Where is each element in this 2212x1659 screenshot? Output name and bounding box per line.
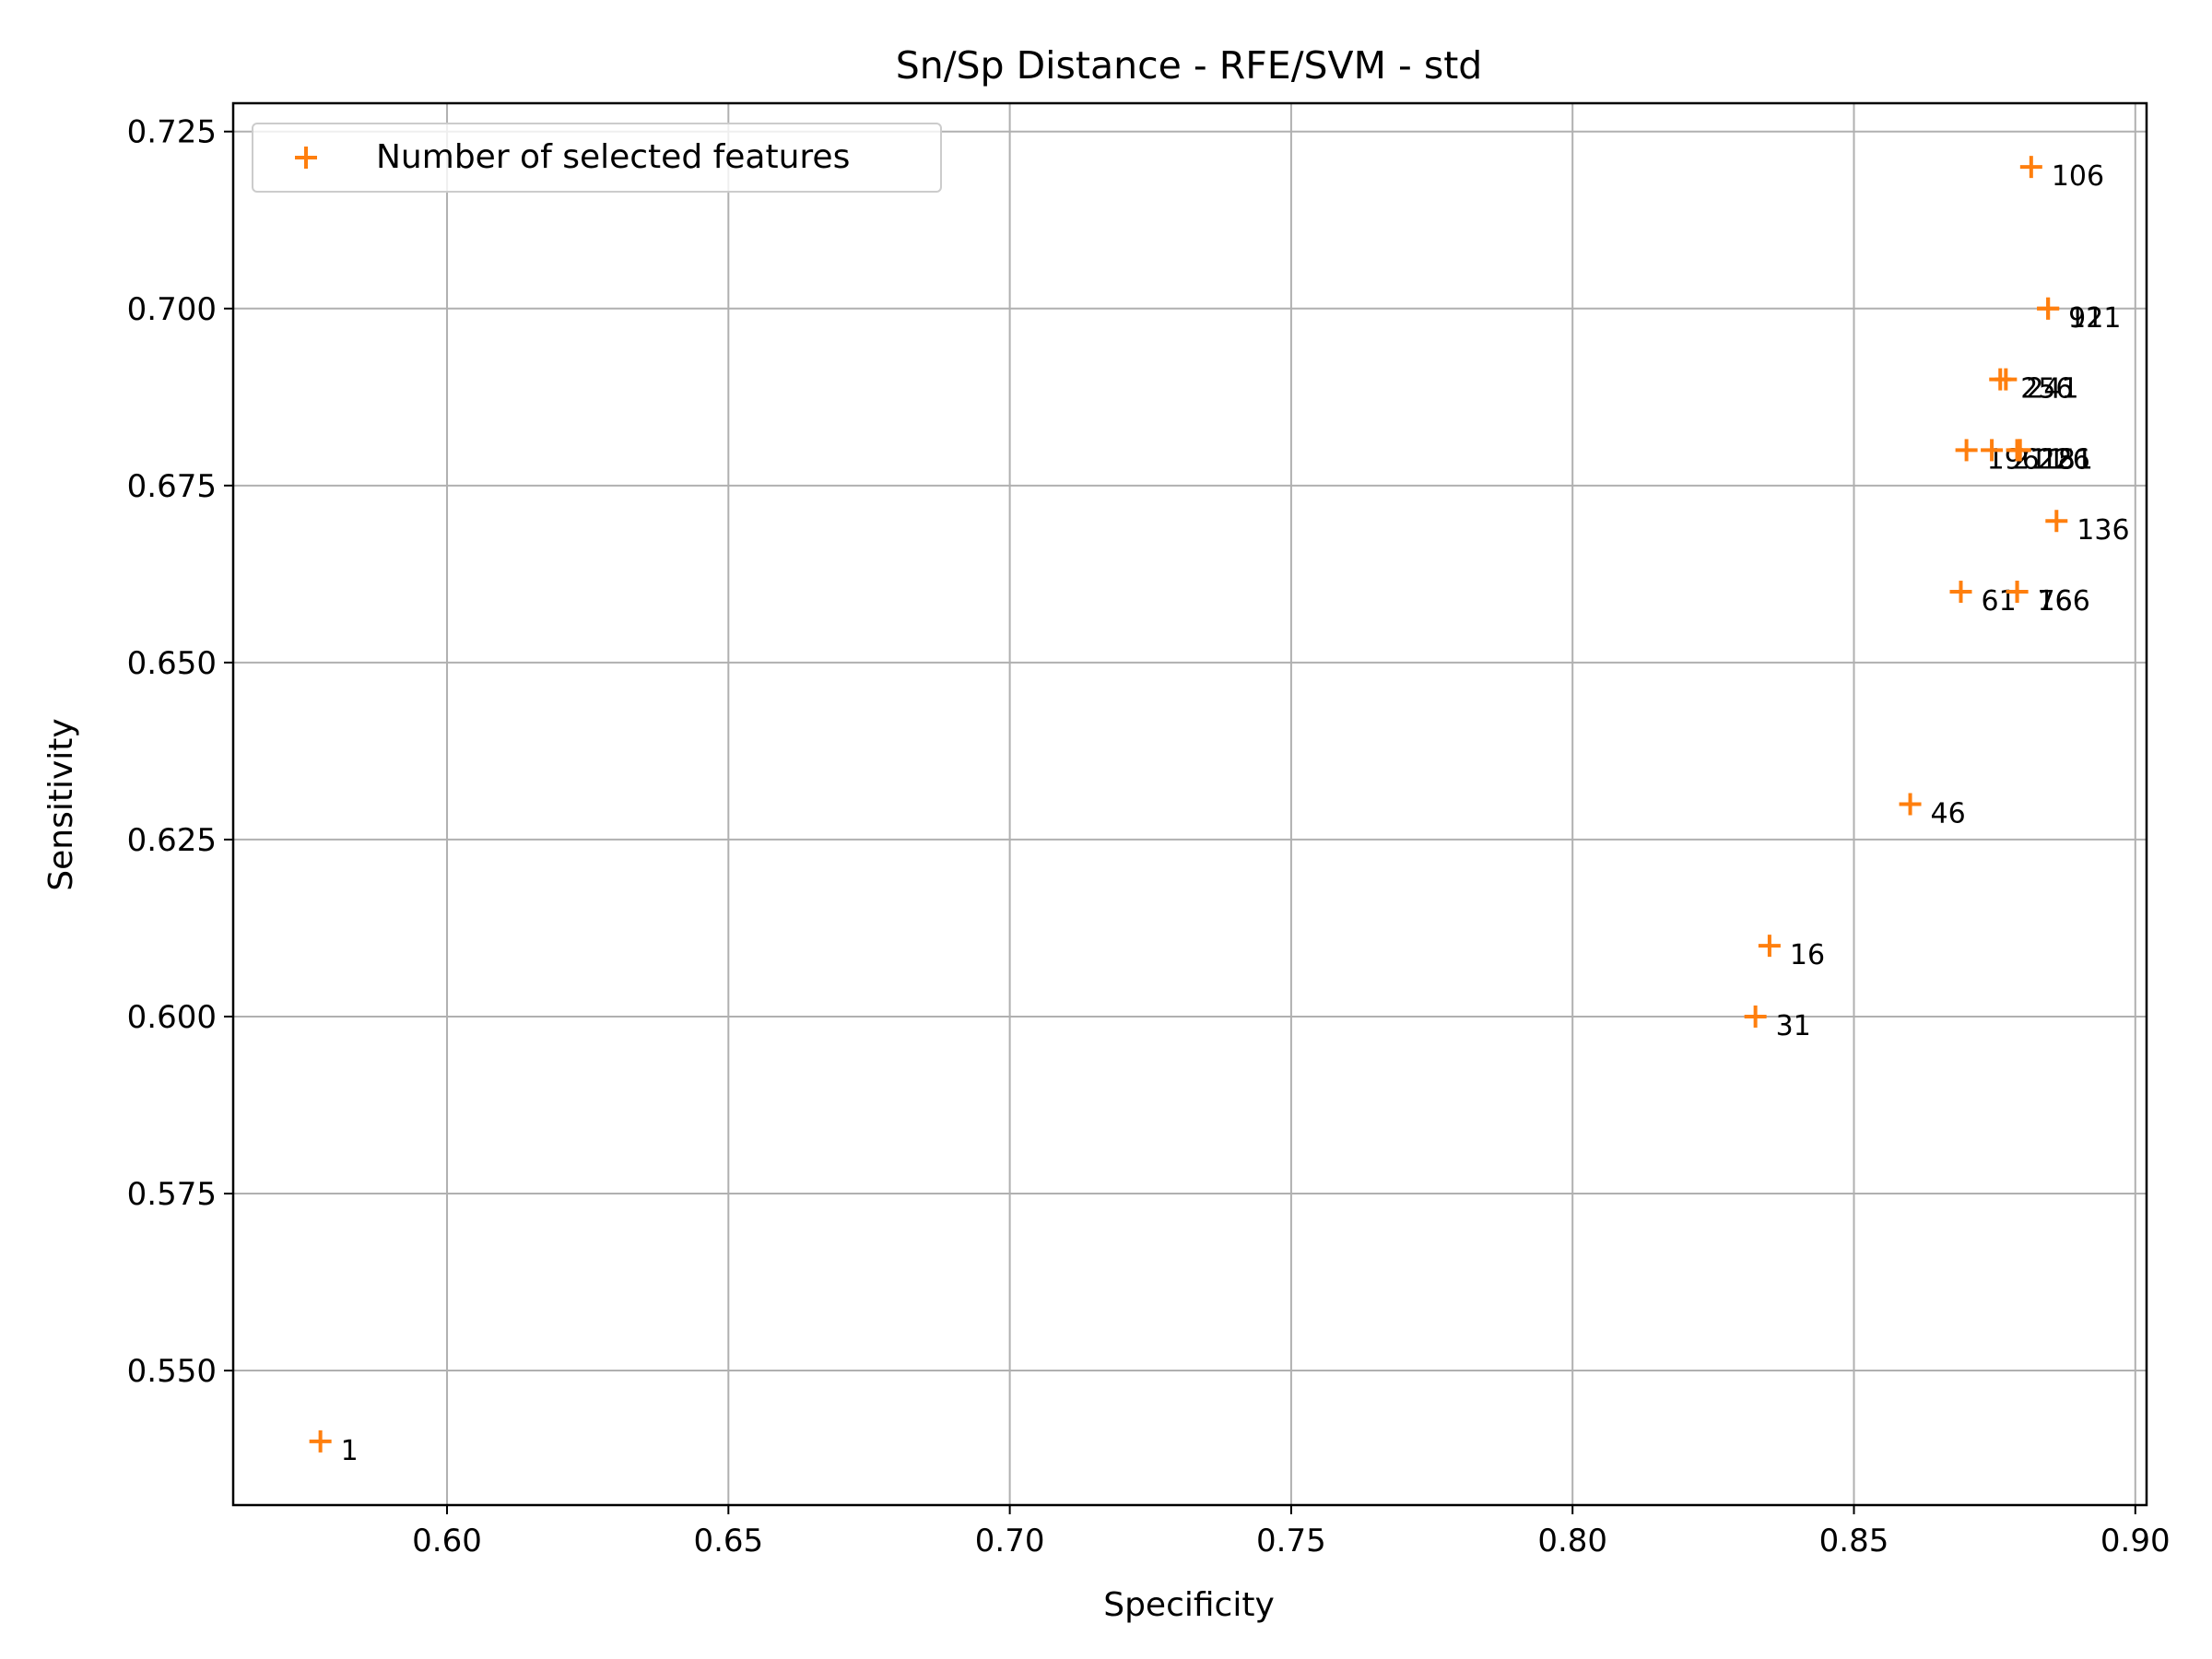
data-point-label: 91: [2068, 302, 2103, 335]
data-point-marker: [2008, 439, 2031, 462]
data-point-marker: [2045, 510, 2068, 533]
data-point-label: 76: [2038, 585, 2073, 618]
data-point-label: 121: [2068, 302, 2121, 335]
y-tick-label: 0.575: [127, 1176, 217, 1213]
y-tick-label: 0.625: [127, 822, 217, 859]
grid-lines: [233, 103, 2147, 1505]
data-point-marker: [2037, 297, 2060, 320]
data-point-label: 256: [2020, 373, 2073, 406]
data-point-marker: [1758, 935, 1781, 958]
legend-marker-icon: [295, 147, 317, 169]
x-tick-label: 0.65: [693, 1523, 763, 1559]
data-point-marker: [1949, 581, 1972, 604]
data-point-marker: [309, 1430, 332, 1453]
data-point-label: 166: [2038, 585, 2090, 618]
data-point-marker: [1899, 793, 1922, 816]
data-point-marker: [1744, 1005, 1767, 1028]
y-tick-label: 0.700: [127, 291, 217, 328]
y-tick-label: 0.675: [127, 468, 217, 505]
y-tick-label: 0.550: [127, 1353, 217, 1390]
data-point-marker: [1981, 439, 2004, 462]
legend-marker-plus: [295, 147, 317, 169]
x-tick-label: 0.80: [1537, 1523, 1607, 1559]
y-axis-label: Sensitivity: [42, 718, 80, 890]
data-point-marker: [1955, 439, 1978, 462]
data-point-label: 31: [1776, 1010, 1811, 1042]
data-point-label: 226: [2038, 443, 2090, 476]
legend-entry: Number of selected features: [376, 138, 850, 176]
y-tick-label: 0.650: [127, 645, 217, 682]
data-point-label: 241: [2026, 373, 2078, 406]
data-point-label: 1: [341, 1435, 359, 1467]
x-axis-label: Specificity: [1103, 1586, 1275, 1624]
data-point-marker: [2019, 156, 2042, 179]
data-point-marker: [1994, 368, 2018, 391]
x-tick-label: 0.90: [2100, 1523, 2171, 1559]
plot-frame: [231, 101, 2148, 1507]
data-point-label: 106: [2052, 160, 2104, 193]
y-tick-label: 0.725: [127, 114, 217, 151]
data-point-label: 16: [1790, 939, 1825, 971]
x-tick-label: 0.75: [1256, 1523, 1326, 1559]
data-point-label: 46: [1931, 798, 1966, 830]
legend-box: [252, 123, 942, 193]
data-point-marker: [2006, 581, 2029, 604]
x-tick-label: 0.85: [1819, 1523, 1889, 1559]
legend: Number of selected features: [252, 123, 942, 193]
data-point-label: 181: [2041, 443, 2093, 476]
x-tick-label: 0.70: [975, 1523, 1045, 1559]
axis-ticks: 0.60 0.65 0.70 0.75 0.80 0.85 0.90 0.550 0.575 0.…: [127, 114, 2171, 1559]
data-point-label: 151: [2041, 443, 2093, 476]
y-tick-label: 0.600: [127, 999, 217, 1036]
chart-title: Sn/Sp Distance - RFE/SVM - std: [896, 43, 1483, 88]
x-tick-label: 0.60: [412, 1523, 482, 1559]
data-point-label: 136: [2077, 514, 2129, 547]
